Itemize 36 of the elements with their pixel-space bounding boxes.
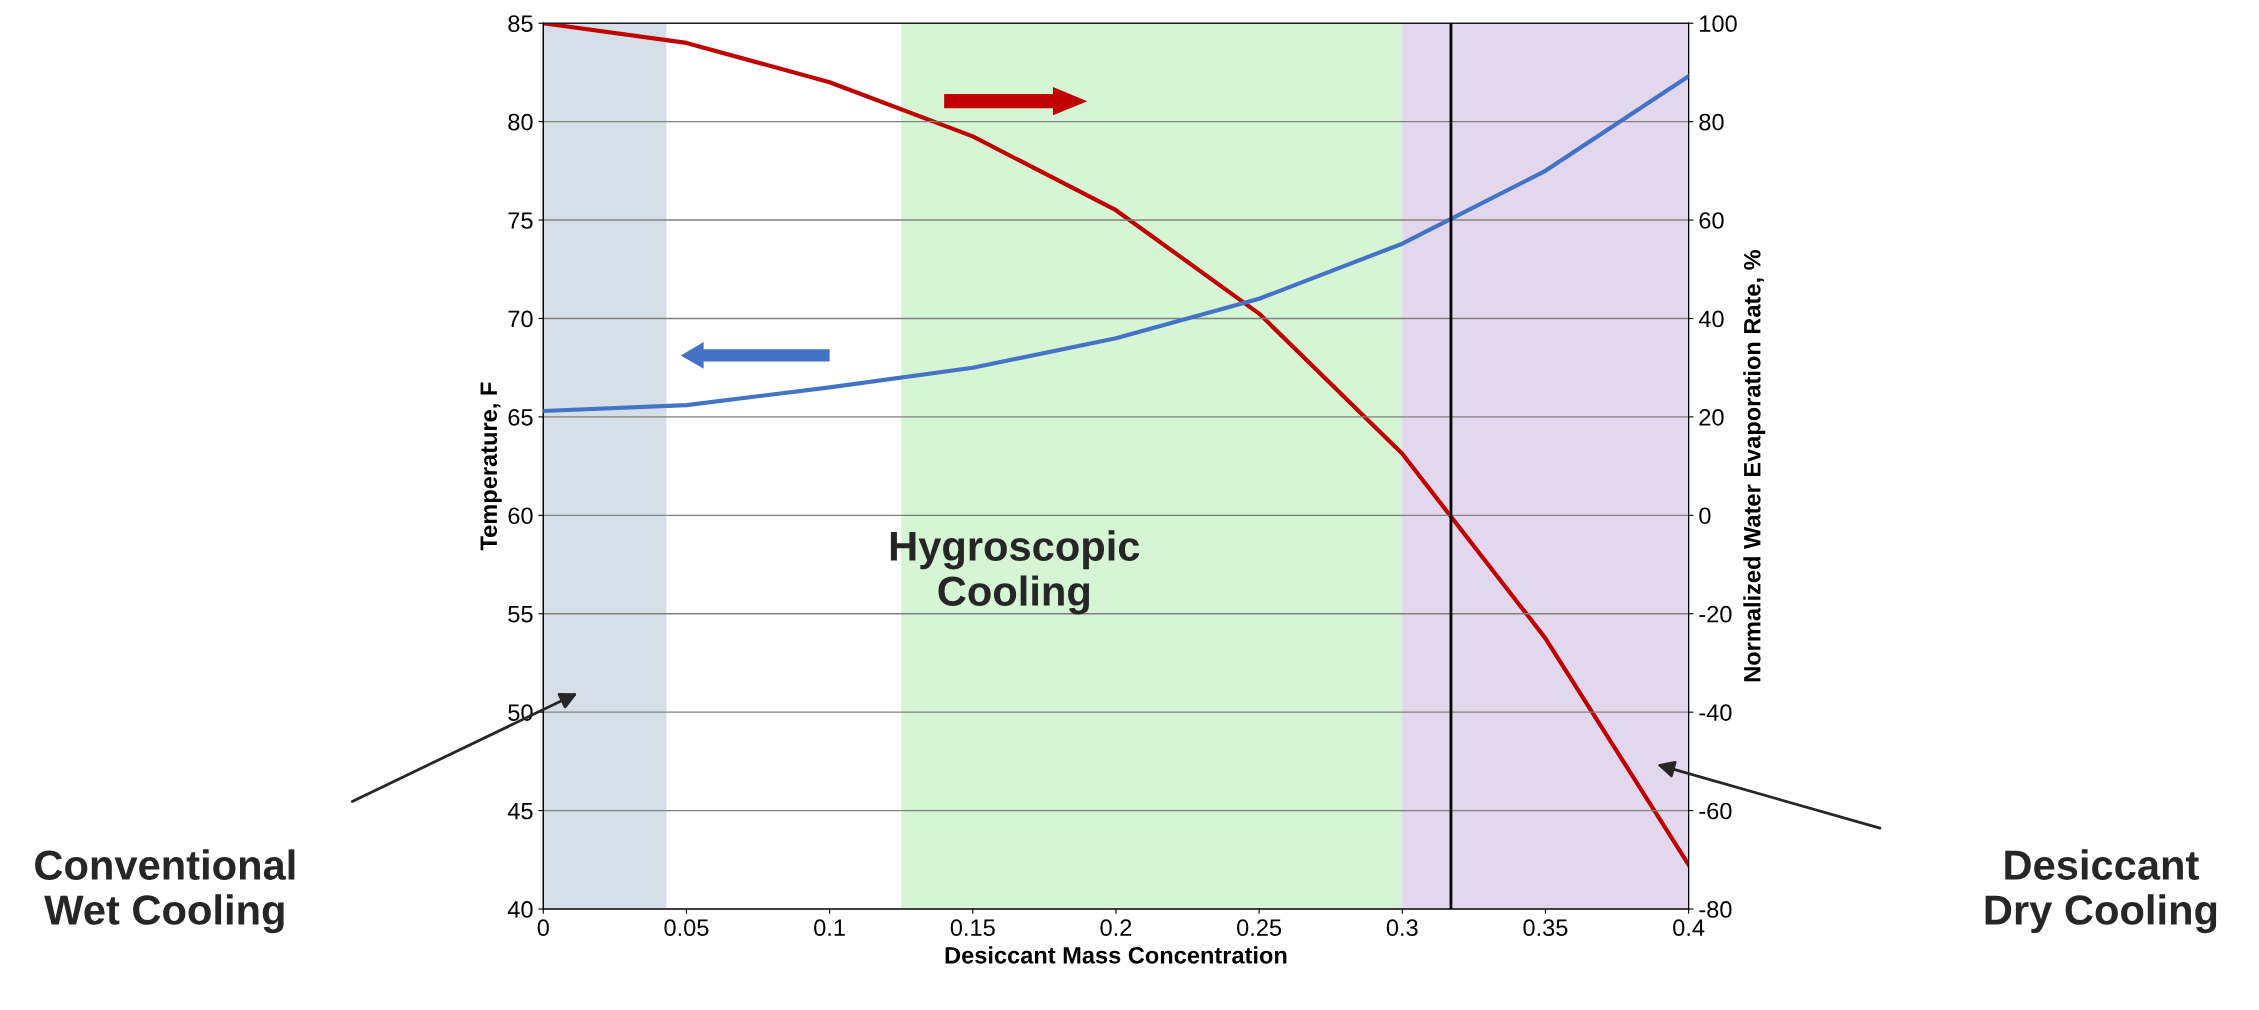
y2-tick-label: -20 [1699, 605, 1732, 623]
x-tick-label: 0.1 [814, 919, 845, 937]
x-tick-label: 0.35 [1523, 919, 1568, 937]
band-label: Hygroscopic Cooling [890, 530, 1140, 615]
y2-tick-label: 60 [1699, 212, 1724, 229]
y-tick-label: 40 [507, 901, 533, 918]
text: Desiccant Dry Cooling [1985, 849, 2217, 934]
x-tick-label: 0.4 [1673, 919, 1705, 937]
x-tick-label: 0 [537, 919, 549, 937]
y-axis-title: Temperature, F [480, 382, 502, 551]
y-tick-label: 65 [508, 408, 533, 426]
text: Conventional Wet Cooling [35, 849, 295, 934]
y-tick-label: 45 [507, 802, 533, 820]
y2-tick-label: 100 [1700, 15, 1737, 33]
y-tick-label: 55 [508, 606, 533, 623]
y2-tick-label: 20 [1699, 408, 1724, 426]
x-tick-label: 0.15 [950, 919, 995, 937]
x-tick-label: 0.3 [1386, 919, 1418, 937]
x-axis-title: Desiccant Mass Concentration [945, 946, 1287, 964]
y-tick-label: 85 [508, 15, 533, 33]
y2-axis-title: Normalized Water Evaporation Rate, % [1743, 250, 1766, 682]
y2-tick-label: -60 [1699, 802, 1732, 820]
line-series [543, 74, 1689, 414]
x-tick-label: 0.25 [1237, 919, 1282, 937]
y2-tick-label: 80 [1699, 113, 1724, 131]
y-tick-label: 50 [508, 704, 533, 721]
y2-tick-label: 0 [1699, 507, 1711, 525]
y2-tick-label: -40 [1699, 704, 1732, 721]
x-tick-label: 0.05 [664, 919, 709, 937]
x-tick-label: 0.2 [1100, 919, 1132, 937]
y-tick-label: 80 [508, 113, 533, 131]
y-tick-label: 70 [508, 310, 533, 328]
y2-tick-label: -80 [1699, 901, 1732, 918]
y2-tick-label: 40 [1698, 310, 1724, 328]
y-tick-label: 60 [508, 507, 533, 525]
y-tick-label: 75 [508, 212, 533, 229]
